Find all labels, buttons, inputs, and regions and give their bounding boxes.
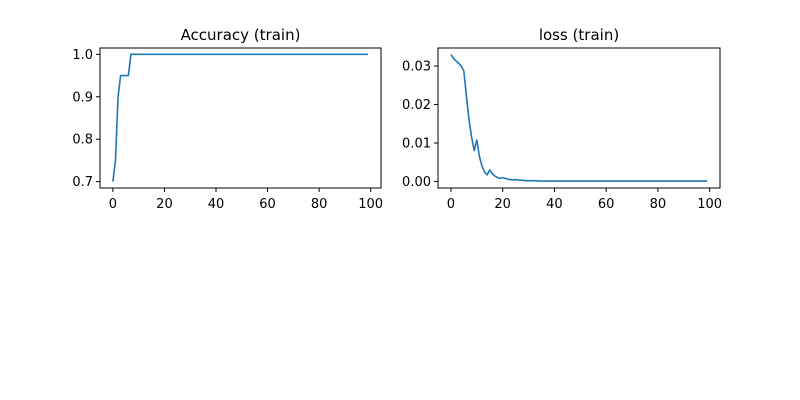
axis-layer: 0 20 40 60 80 100 0.00 0.01 0.02 0.03 <box>402 60 722 212</box>
x-tick-label: 20 <box>156 197 173 212</box>
x-tick-label: 0 <box>447 197 455 212</box>
chart-title: loss (train) <box>539 26 619 44</box>
axis-layer: 0 20 40 60 80 100 0.7 0.8 0.9 1.0 <box>72 48 383 212</box>
x-tick-label: 80 <box>650 197 667 212</box>
accuracy-chart: Accuracy (train) 0 20 40 60 80 100 0.7 0.8 0.9 1.… <box>72 26 383 212</box>
x-tick-label: 60 <box>259 197 276 212</box>
x-tick-label: 20 <box>494 197 511 212</box>
x-tick-label: 80 <box>311 197 328 212</box>
y-tick-label: 0.7 <box>72 175 93 190</box>
chart-title: Accuracy (train) <box>181 26 301 44</box>
x-tick-label: 100 <box>358 197 383 212</box>
plot-area-frame <box>99 47 382 189</box>
series-line <box>450 54 708 182</box>
x-tick-label: 40 <box>208 197 225 212</box>
loss-chart: loss (train) 0 20 40 60 80 100 0.00 0.01 0.02 0.0… <box>402 26 722 212</box>
y-tick-label: 0.9 <box>72 90 93 105</box>
x-tick-label: 100 <box>697 197 722 212</box>
y-tick-label: 1.0 <box>72 48 93 63</box>
y-tick-label: 0.00 <box>402 175 431 190</box>
series-layer <box>450 54 708 182</box>
x-tick-label: 40 <box>546 197 563 212</box>
y-tick-label: 0.01 <box>402 137 431 152</box>
series-line <box>112 53 369 182</box>
x-tick-label: 60 <box>598 197 615 212</box>
series-layer <box>112 53 369 182</box>
x-tick-label: 0 <box>109 197 117 212</box>
plot-area-frame <box>437 47 721 189</box>
y-tick-label: 0.03 <box>402 60 431 75</box>
y-tick-label: 0.8 <box>72 133 93 148</box>
y-tick-label: 0.02 <box>402 98 431 113</box>
